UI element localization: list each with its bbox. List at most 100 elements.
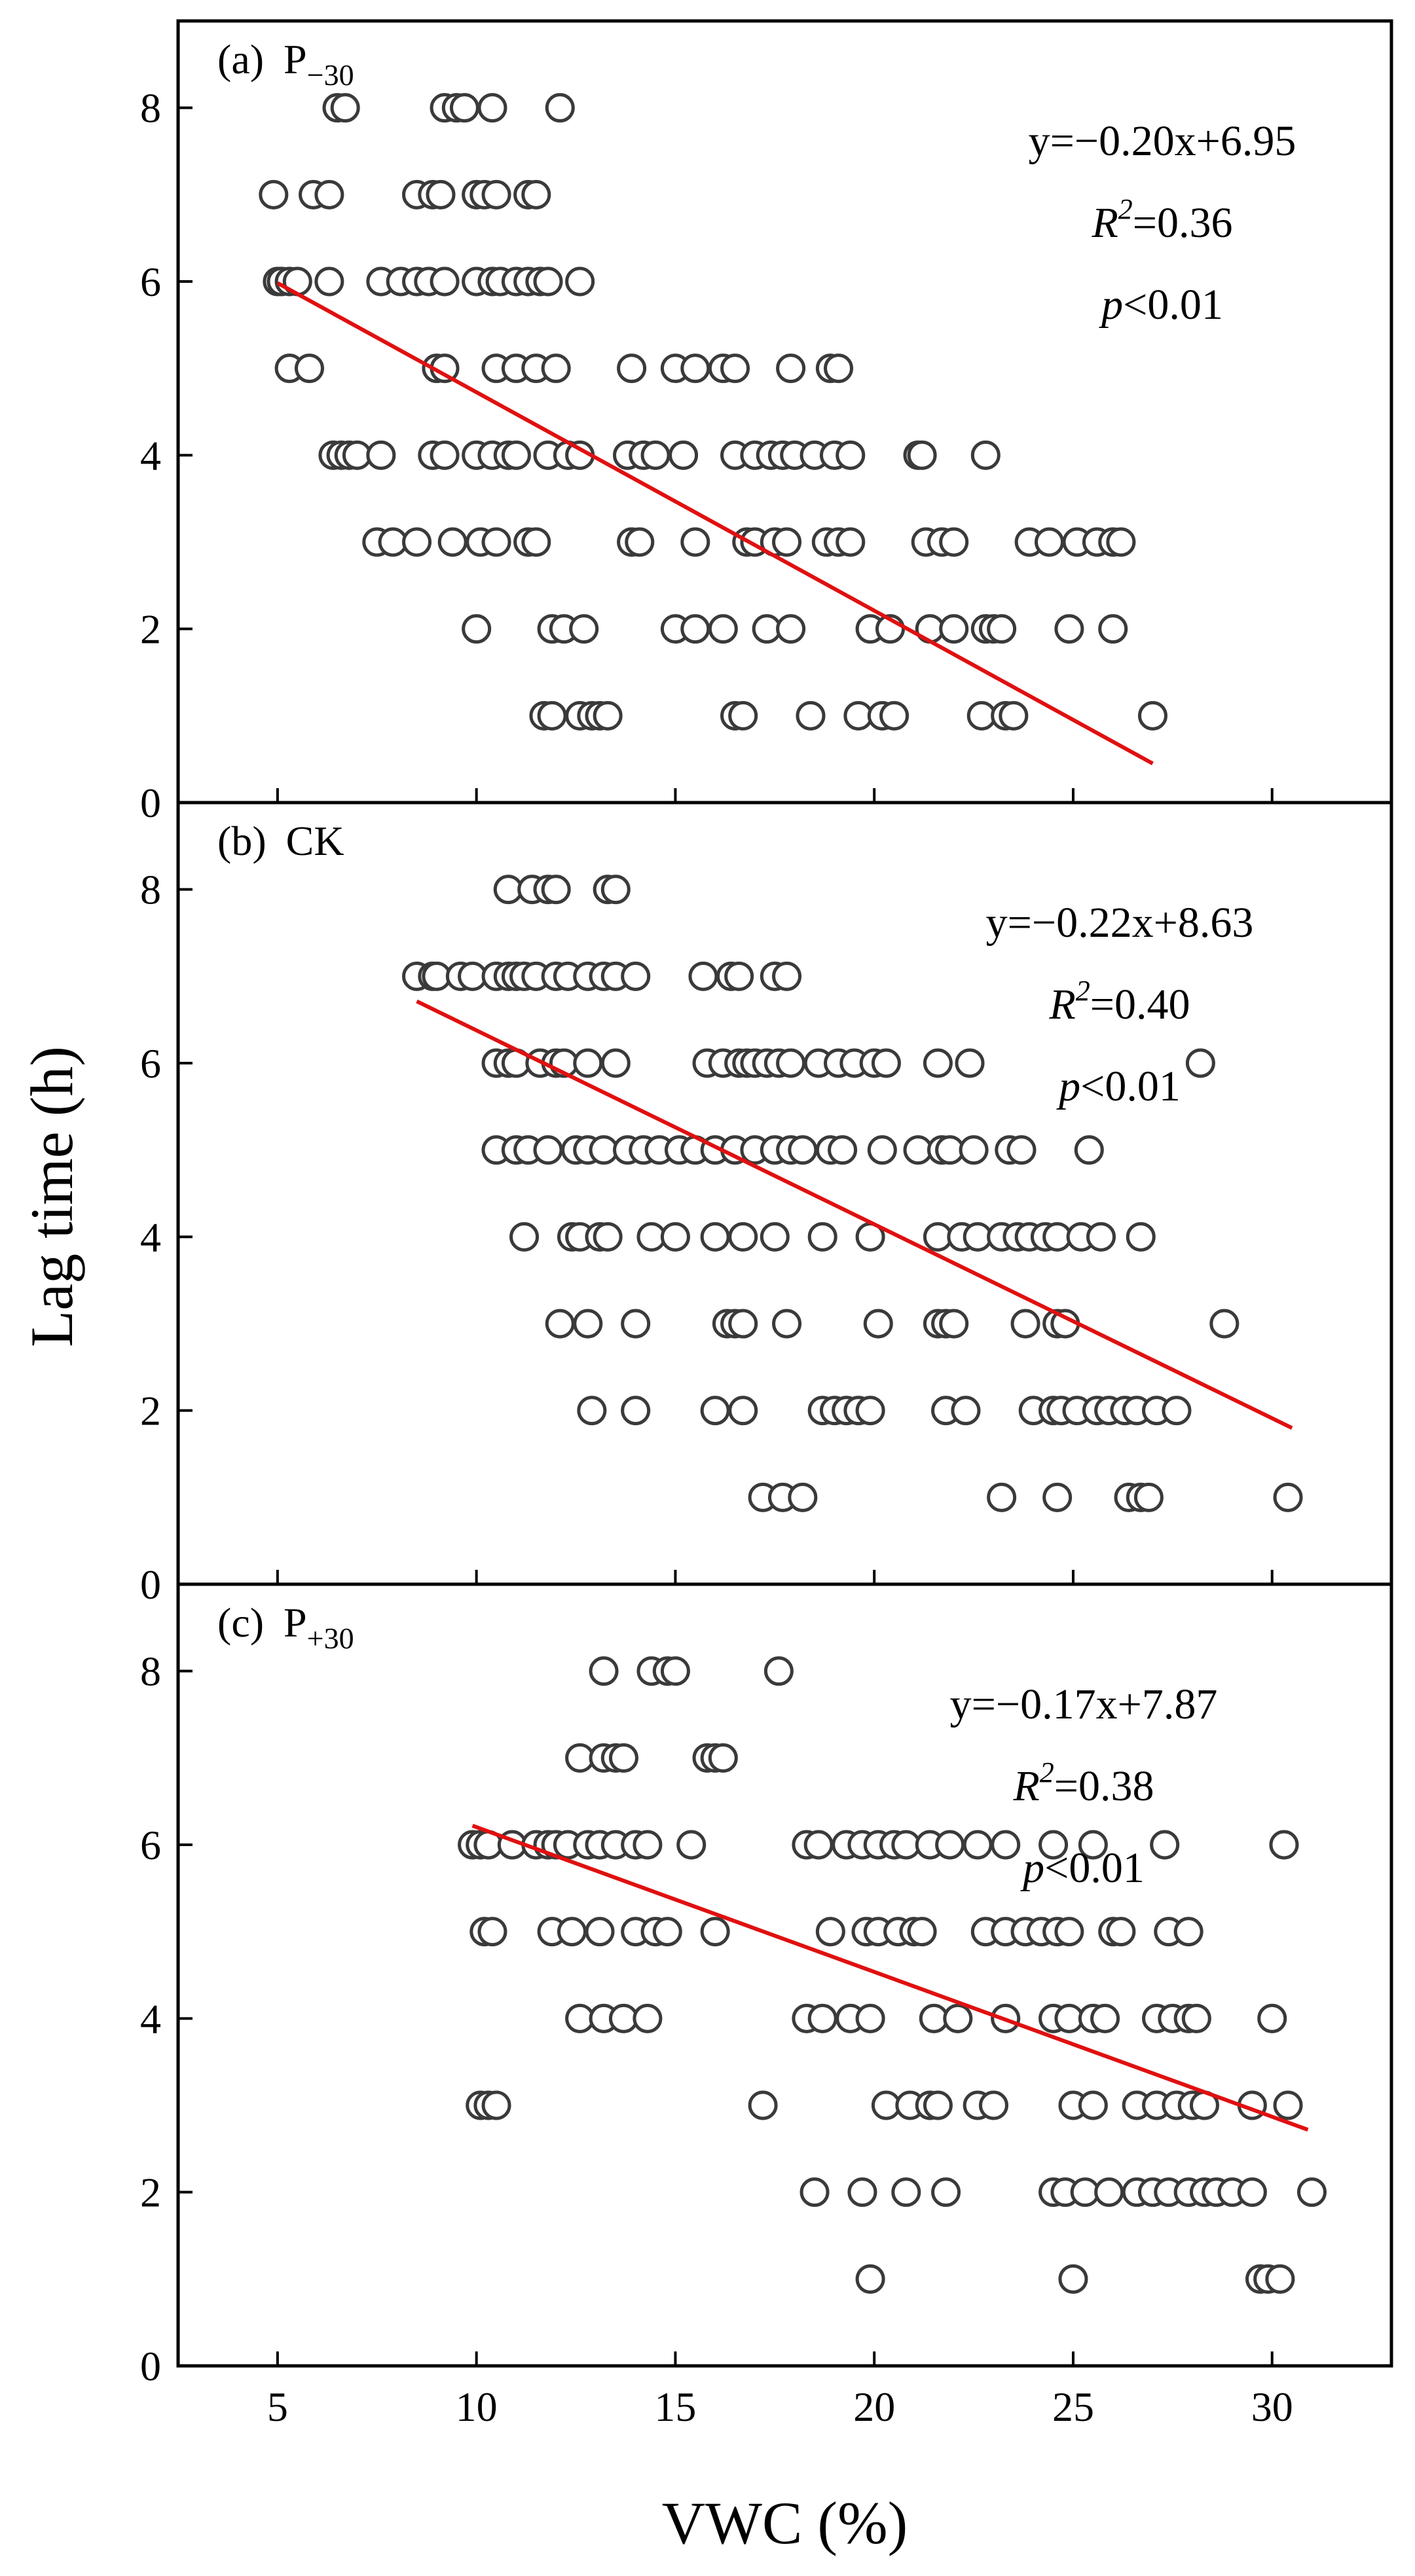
data-point xyxy=(660,1656,690,1686)
data-point xyxy=(772,961,802,991)
panel-letter: (a) xyxy=(217,36,264,82)
panel-subscript: −30 xyxy=(307,58,354,92)
p-value-text: <0.01 xyxy=(1123,281,1223,329)
data-point xyxy=(724,961,754,991)
data-point xyxy=(978,2090,1008,2120)
data-point xyxy=(708,614,738,644)
data-point xyxy=(330,93,360,123)
data-point xyxy=(593,1222,623,1252)
r-squared-value: =0.36 xyxy=(1133,199,1233,247)
data-point xyxy=(521,527,551,557)
panel-letter: (c) xyxy=(217,1599,264,1646)
data-point xyxy=(573,1309,603,1339)
data-point xyxy=(1058,2264,1088,2294)
data-point xyxy=(728,1309,758,1339)
data-point xyxy=(863,1309,893,1339)
data-point xyxy=(481,179,511,209)
fit-line xyxy=(276,281,1154,765)
data-point xyxy=(776,354,806,384)
data-point xyxy=(426,179,456,209)
x-axis-title: VWC (%) xyxy=(662,2490,908,2556)
data-point xyxy=(545,93,575,123)
data-point xyxy=(1054,614,1084,644)
data-point xyxy=(891,2177,921,2207)
data-point xyxy=(676,1830,707,1860)
data-point xyxy=(1265,2264,1295,2294)
data-point xyxy=(617,354,647,384)
data-point xyxy=(1173,1917,1204,1947)
y-tick-label: 6 xyxy=(140,1040,161,1087)
data-point xyxy=(1209,1309,1240,1339)
data-point xyxy=(1185,1048,1215,1078)
data-point xyxy=(660,1222,690,1252)
regression-equation: y=−0.17x+7.87 xyxy=(950,1680,1218,1728)
data-point xyxy=(688,961,718,991)
data-point xyxy=(569,614,599,644)
panel-treatment: P xyxy=(284,1599,307,1646)
data-point xyxy=(728,700,758,731)
data-point xyxy=(1126,1222,1156,1252)
data-point xyxy=(1273,1482,1303,1512)
r-squared-exponent: 2 xyxy=(1076,975,1090,1007)
data-point xyxy=(437,527,468,557)
data-point xyxy=(608,1743,638,1773)
data-point xyxy=(402,527,432,557)
data-point xyxy=(1038,1830,1069,1860)
data-point xyxy=(1078,2090,1108,2120)
x-tick-label: 30 xyxy=(1251,2384,1293,2430)
data-point xyxy=(939,614,969,644)
data-point xyxy=(776,614,806,644)
data-point xyxy=(565,266,595,297)
data-point xyxy=(541,875,571,905)
y-tick-label: 4 xyxy=(140,1995,161,2042)
data-point xyxy=(1133,1482,1164,1512)
data-point xyxy=(294,354,324,384)
data-point xyxy=(537,700,567,731)
x-tick-label: 5 xyxy=(267,2384,288,2430)
data-point xyxy=(772,527,802,557)
data-point xyxy=(1106,1917,1136,1947)
y-tick-label: 0 xyxy=(140,780,161,826)
data-point xyxy=(1150,1830,1180,1860)
data-point xyxy=(1090,2003,1120,2033)
data-point xyxy=(700,1917,730,1947)
data-point xyxy=(728,1396,758,1426)
data-point xyxy=(923,2090,953,2120)
data-point xyxy=(867,1135,897,1165)
data-point xyxy=(314,179,344,209)
p-value-text: <0.01 xyxy=(1044,1844,1145,1892)
data-point xyxy=(847,2177,877,2207)
data-point xyxy=(509,1222,540,1252)
panel-label: (b) CK xyxy=(217,818,344,864)
p-value-symbol: p xyxy=(1020,1844,1044,1892)
data-point xyxy=(991,1830,1021,1860)
data-point xyxy=(1078,1830,1108,1860)
data-point xyxy=(970,440,1001,470)
data-point xyxy=(788,1135,818,1165)
x-tick-label: 20 xyxy=(853,2384,895,2430)
plot-frame xyxy=(176,1582,1393,2368)
data-point xyxy=(680,614,710,644)
data-point xyxy=(939,527,969,557)
data-point xyxy=(776,1048,806,1078)
data-point xyxy=(625,527,655,557)
data-point xyxy=(600,875,631,905)
data-point xyxy=(836,440,866,470)
data-point xyxy=(871,1048,901,1078)
data-point xyxy=(314,266,344,297)
r-squared-symbol: R xyxy=(1012,1762,1039,1810)
data-point xyxy=(1006,1135,1037,1165)
data-point xyxy=(1106,527,1136,557)
data-point xyxy=(1237,2177,1267,2207)
data-point xyxy=(1054,1917,1084,1947)
x-tick-label: 25 xyxy=(1052,2384,1094,2430)
r-squared-value: =0.40 xyxy=(1090,981,1190,1028)
r-squared: R2=0.40 xyxy=(1048,975,1190,1028)
data-point xyxy=(799,2177,830,2207)
data-point xyxy=(923,1048,953,1078)
r-squared-exponent: 2 xyxy=(1118,193,1133,225)
y-tick-label: 0 xyxy=(140,2343,161,2389)
data-point xyxy=(481,2090,511,2120)
